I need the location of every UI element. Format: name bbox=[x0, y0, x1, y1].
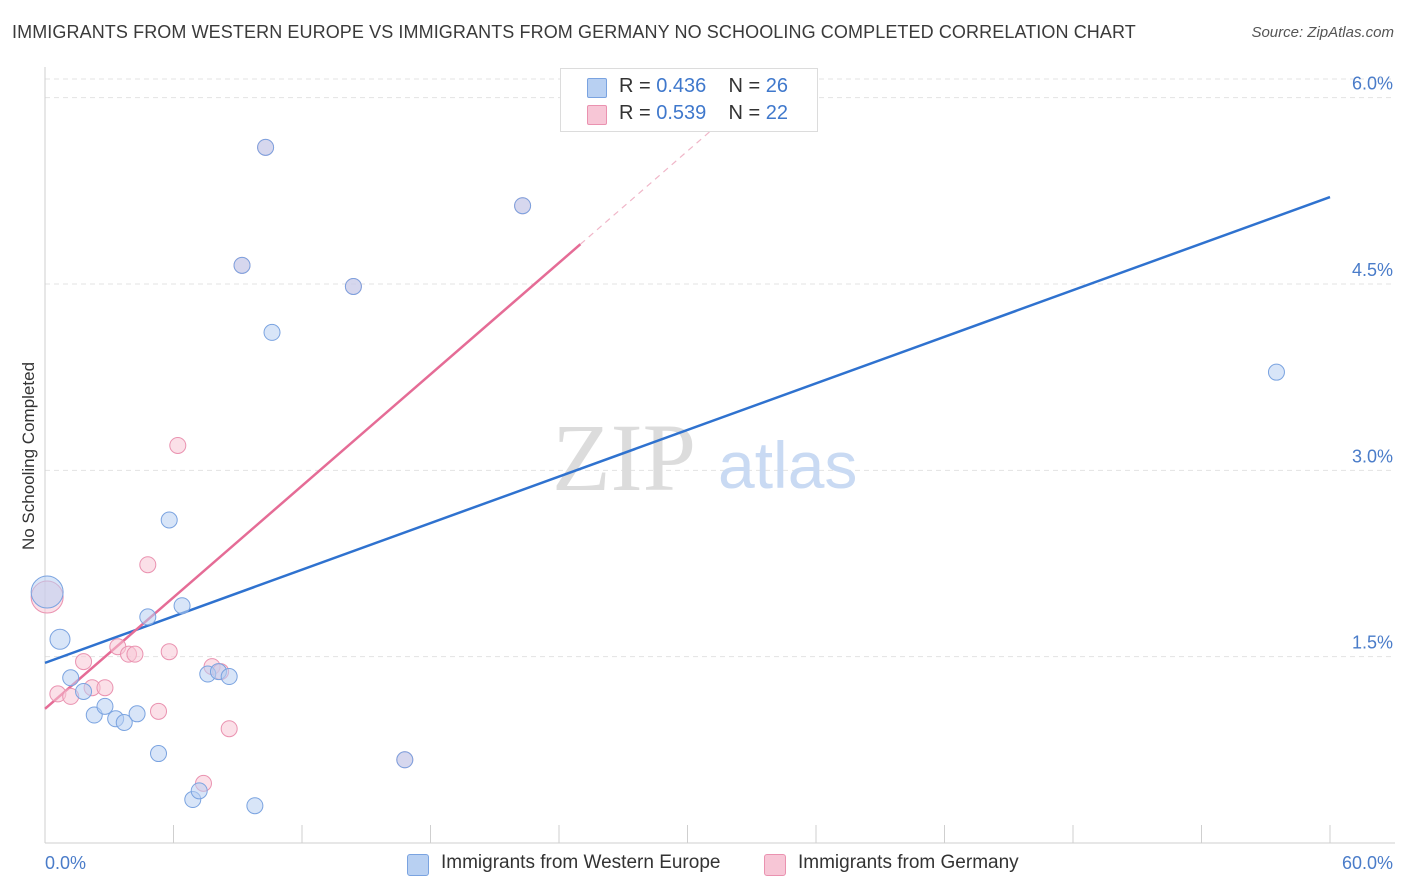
legend-r-value: 0.436 bbox=[656, 75, 707, 97]
y-tick-label: 6.0% bbox=[1352, 74, 1393, 94]
data-point-germany bbox=[75, 653, 93, 671]
watermark-zip: ZIP bbox=[552, 404, 696, 511]
legend-r-label: R = bbox=[619, 102, 651, 124]
bottom-legend-swatch-pink bbox=[764, 854, 786, 876]
y-tick-label: 3.0% bbox=[1352, 446, 1393, 466]
gridlines bbox=[45, 78, 1395, 658]
watermark-atlas: atlas bbox=[718, 428, 857, 502]
x-tick-label: 60.0% bbox=[1342, 853, 1393, 873]
data-point-germany bbox=[96, 679, 114, 697]
data-point-western-europe bbox=[190, 782, 208, 800]
data-point-western-europe bbox=[96, 697, 114, 715]
data-point-western-europe bbox=[139, 608, 157, 626]
data-point-germany bbox=[160, 643, 178, 661]
data-point-germany bbox=[150, 702, 168, 720]
data-point-germany bbox=[220, 720, 238, 738]
y-tick-label: 1.5% bbox=[1352, 633, 1393, 653]
trend-lines bbox=[44, 113, 1331, 710]
legend-n-label: N = bbox=[728, 102, 761, 124]
data-point-western-europe bbox=[30, 575, 64, 609]
data-point-western-europe bbox=[128, 705, 146, 723]
bottom-legend-label: Immigrants from Western Europe bbox=[441, 852, 721, 873]
data-point-western-europe bbox=[49, 628, 71, 650]
legend-r-label: R = bbox=[619, 75, 651, 97]
data-point-western-europe bbox=[396, 751, 414, 769]
data-point-western-europe bbox=[257, 138, 275, 156]
trend-line-germany bbox=[44, 243, 582, 710]
data-point-western-europe bbox=[514, 197, 532, 215]
x-tick-label: 0.0% bbox=[45, 853, 86, 873]
data-point-western-europe bbox=[150, 745, 168, 763]
y-axis-label: No Schooling Completed bbox=[19, 362, 38, 550]
data-point-western-europe bbox=[263, 323, 281, 341]
data-point-western-europe bbox=[75, 682, 93, 700]
data-point-western-europe bbox=[173, 597, 191, 615]
trend-line-western-europe bbox=[44, 195, 1331, 665]
legend-n-label: N = bbox=[728, 75, 761, 97]
trend-line-germany-extension bbox=[580, 113, 731, 245]
watermark: ZIP atlas bbox=[552, 404, 857, 511]
legend-swatch-blue bbox=[587, 78, 607, 98]
tick-labels: 1.5% 3.0% 4.5% 6.0% 0.0% 60.0% bbox=[45, 74, 1393, 873]
data-point-germany bbox=[139, 556, 157, 574]
data-point-western-europe bbox=[115, 713, 133, 731]
data-point-western-europe bbox=[1267, 363, 1285, 381]
legend-n-value: 22 bbox=[765, 102, 789, 124]
chart-title: IMMIGRANTS FROM WESTERN EUROPE VS IMMIGR… bbox=[12, 22, 1136, 42]
stats-legend: R = 0.436 N = 26 R = 0.539 N = 22 bbox=[560, 68, 818, 132]
data-point-western-europe bbox=[220, 668, 238, 686]
data-point-western-europe bbox=[344, 277, 362, 295]
bottom-legend-label: Immigrants from Germany bbox=[798, 852, 1019, 873]
y-tick-label: 4.5% bbox=[1352, 260, 1393, 280]
data-point-western-europe bbox=[62, 669, 80, 687]
source-label: Source: ZipAtlas.com bbox=[1251, 24, 1394, 41]
data-point-germany bbox=[169, 436, 187, 454]
data-point-germany bbox=[126, 645, 144, 663]
data-points bbox=[30, 138, 1285, 815]
legend-r-value: 0.539 bbox=[656, 102, 707, 124]
bottom-legend-swatch-blue bbox=[407, 854, 429, 876]
data-point-western-europe bbox=[233, 256, 251, 274]
axes bbox=[44, 67, 1395, 844]
legend-n-value: 26 bbox=[765, 75, 789, 97]
data-point-western-europe bbox=[246, 797, 264, 815]
data-point-western-europe bbox=[160, 511, 178, 529]
legend-swatch-pink bbox=[587, 105, 607, 125]
